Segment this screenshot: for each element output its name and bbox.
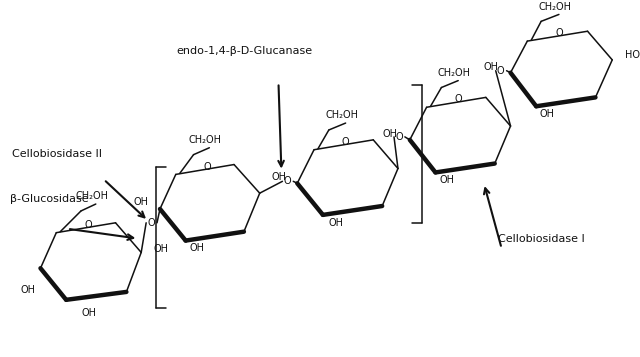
Text: OH: OH	[153, 245, 168, 255]
Text: OH: OH	[81, 308, 97, 318]
Text: OH: OH	[484, 62, 499, 72]
Text: OH: OH	[20, 285, 35, 295]
Text: O: O	[342, 137, 349, 147]
Text: OH: OH	[383, 129, 398, 139]
Text: O: O	[203, 161, 211, 171]
Text: OH: OH	[190, 243, 205, 253]
Text: O: O	[454, 94, 462, 104]
Text: β-Glucosidase: β-Glucosidase	[10, 194, 88, 204]
Text: OH: OH	[440, 175, 455, 185]
Text: Cellobiosidase I: Cellobiosidase I	[498, 233, 584, 243]
Text: O: O	[84, 220, 92, 230]
Text: endo-1,4-β-D-Glucanase: endo-1,4-β-D-Glucanase	[177, 46, 313, 56]
Text: CH₂OH: CH₂OH	[189, 135, 222, 145]
Text: O: O	[556, 28, 563, 38]
Text: OH: OH	[328, 218, 343, 228]
Text: CH₂OH: CH₂OH	[538, 1, 572, 11]
Text: CH₂OH: CH₂OH	[325, 110, 358, 120]
Text: CH₂OH: CH₂OH	[438, 68, 471, 78]
Text: CH₂OH: CH₂OH	[76, 191, 108, 201]
Text: OH: OH	[540, 109, 555, 119]
Text: OH: OH	[271, 172, 286, 182]
Text: O: O	[284, 176, 291, 186]
Text: O: O	[497, 66, 504, 76]
Text: OH: OH	[133, 197, 148, 207]
Text: HO: HO	[625, 50, 640, 60]
Text: O: O	[147, 218, 155, 228]
Text: Cellobiosidase II: Cellobiosidase II	[12, 149, 102, 159]
Text: O: O	[395, 132, 403, 142]
